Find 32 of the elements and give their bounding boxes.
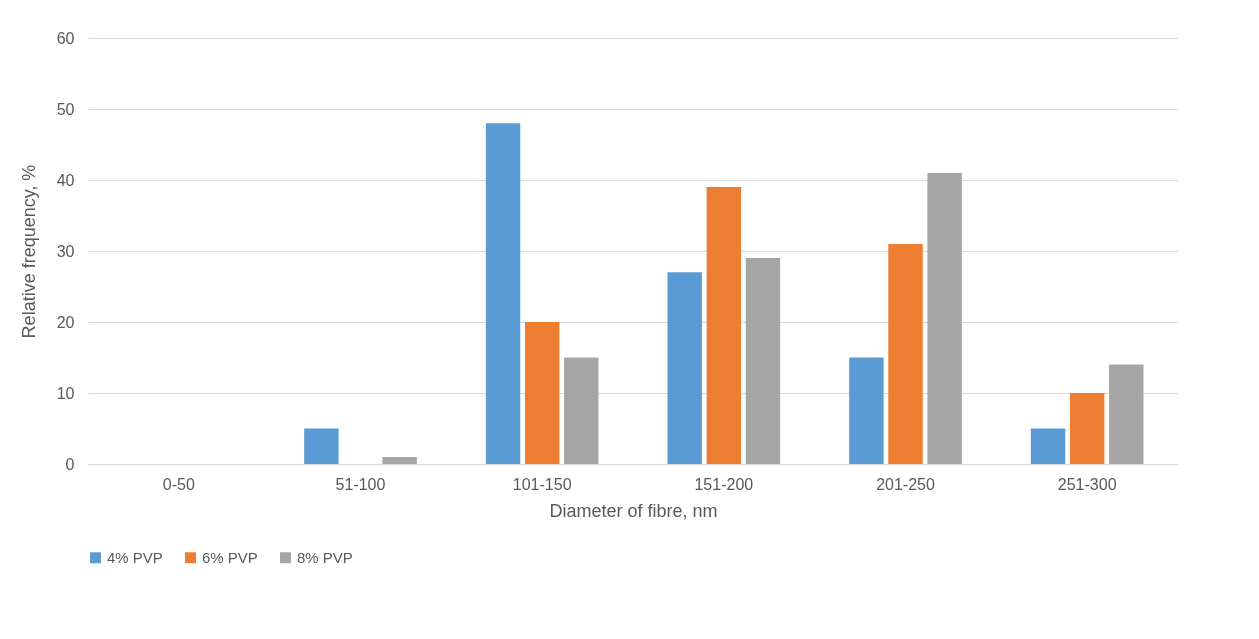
y-tick-label: 40 xyxy=(56,171,75,189)
bar xyxy=(745,258,781,464)
y-tick-label: 0 xyxy=(65,455,75,473)
bar xyxy=(706,187,742,464)
bar xyxy=(667,272,702,464)
bar xyxy=(1030,428,1066,464)
bar xyxy=(382,456,417,464)
x-tick-label: 151-200 xyxy=(694,475,754,493)
x-tick-label: 251-300 xyxy=(1057,475,1117,493)
bar xyxy=(1069,393,1105,464)
x-tick-label: 201-250 xyxy=(876,475,935,493)
y-axis-title: Relative frequency, % xyxy=(18,164,39,339)
bar xyxy=(888,243,923,464)
x-tick-label: 101-150 xyxy=(512,475,572,493)
y-tick-label: 10 xyxy=(56,384,75,402)
bar xyxy=(304,428,339,464)
legend-label: 6% PVP xyxy=(202,548,258,566)
x-axis-title: Diameter of fibre, nm xyxy=(549,500,718,521)
bar xyxy=(485,123,521,464)
y-tick-label: 50 xyxy=(56,100,75,118)
bar xyxy=(849,357,884,464)
legend-label: 4% PVP xyxy=(107,548,163,566)
bar xyxy=(927,172,962,464)
bar xyxy=(524,322,560,464)
legend-label: 8% PVP xyxy=(297,548,353,566)
x-tick-label: 0-50 xyxy=(162,475,195,493)
x-tick-label: 51-100 xyxy=(335,475,386,493)
y-tick-label: 60 xyxy=(56,29,75,47)
y-tick-label: 30 xyxy=(56,242,75,260)
bar xyxy=(1109,364,1144,464)
bar xyxy=(564,357,599,464)
y-tick-label: 20 xyxy=(56,313,75,331)
